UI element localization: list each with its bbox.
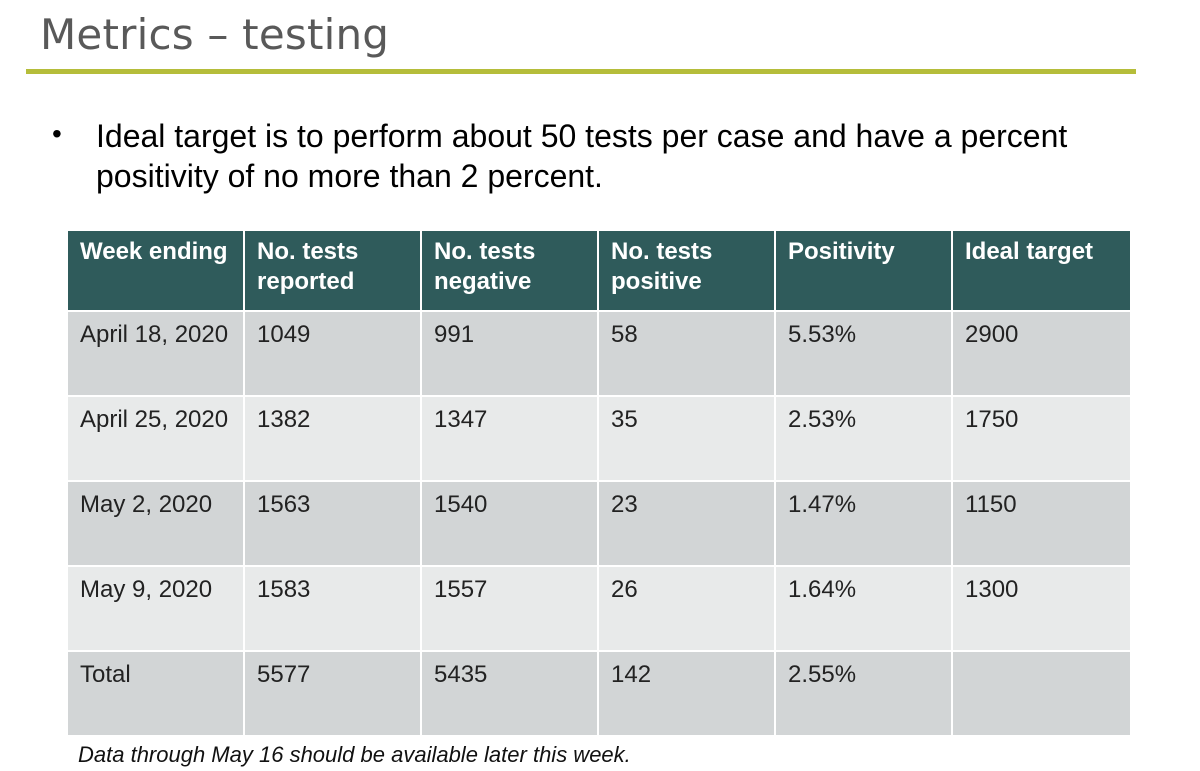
cell-tests-reported: 1382 [243, 395, 422, 482]
cell-week-ending: May 9, 2020 [66, 565, 245, 652]
cell-tests-positive: 35 [597, 395, 776, 482]
table-row: April 18, 2020 1049 991 58 5.53% 2900 [66, 310, 1132, 397]
testing-metrics-table: Week ending No. tests reported No. tests… [66, 229, 1132, 737]
cell-ideal-target: 1750 [951, 395, 1132, 482]
cell-tests-reported: 1583 [243, 565, 422, 652]
header-tests-negative: No. tests negative [420, 229, 599, 312]
cell-tests-negative: 1540 [420, 480, 599, 567]
cell-tests-reported: 1049 [243, 310, 422, 397]
cell-ideal-target: 2900 [951, 310, 1132, 397]
cell-tests-reported: 5577 [243, 650, 422, 737]
header-tests-reported: No. tests reported [243, 229, 422, 312]
cell-ideal-target [951, 650, 1132, 737]
cell-ideal-target: 1300 [951, 565, 1132, 652]
title-underline [26, 69, 1136, 74]
cell-positivity: 2.53% [774, 395, 953, 482]
table-row: April 25, 2020 1382 1347 35 2.53% 1750 [66, 395, 1132, 482]
cell-tests-positive: 23 [597, 480, 776, 567]
cell-tests-negative: 1347 [420, 395, 599, 482]
cell-week-ending: May 2, 2020 [66, 480, 245, 567]
cell-tests-negative: 991 [420, 310, 599, 397]
cell-week-ending: April 25, 2020 [66, 395, 245, 482]
cell-positivity: 2.55% [774, 650, 953, 737]
header-tests-positive: No. tests positive [597, 229, 776, 312]
bullet-icon: • [52, 118, 62, 149]
cell-week-ending: Total [66, 650, 245, 737]
cell-tests-reported: 1563 [243, 480, 422, 567]
cell-positivity: 1.64% [774, 565, 953, 652]
table-row: May 9, 2020 1583 1557 26 1.64% 1300 [66, 565, 1132, 652]
cell-tests-negative: 5435 [420, 650, 599, 737]
cell-positivity: 5.53% [774, 310, 953, 397]
bullet-text: Ideal target is to perform about 50 test… [96, 118, 1068, 194]
cell-tests-positive: 26 [597, 565, 776, 652]
cell-week-ending: April 18, 2020 [66, 310, 245, 397]
table-row-total: Total 5577 5435 142 2.55% [66, 650, 1132, 737]
table-header-row: Week ending No. tests reported No. tests… [66, 229, 1132, 312]
footnote: Data through May 16 should be available … [78, 742, 631, 767]
table-row: May 2, 2020 1563 1540 23 1.47% 1150 [66, 480, 1132, 567]
cell-ideal-target: 1150 [951, 480, 1132, 567]
header-ideal-target: Ideal target [951, 229, 1132, 312]
cell-tests-positive: 142 [597, 650, 776, 737]
cell-tests-negative: 1557 [420, 565, 599, 652]
header-positivity: Positivity [774, 229, 953, 312]
slide-title: Metrics – testing [40, 10, 390, 59]
header-week-ending: Week ending [66, 229, 245, 312]
cell-positivity: 1.47% [774, 480, 953, 567]
cell-tests-positive: 58 [597, 310, 776, 397]
